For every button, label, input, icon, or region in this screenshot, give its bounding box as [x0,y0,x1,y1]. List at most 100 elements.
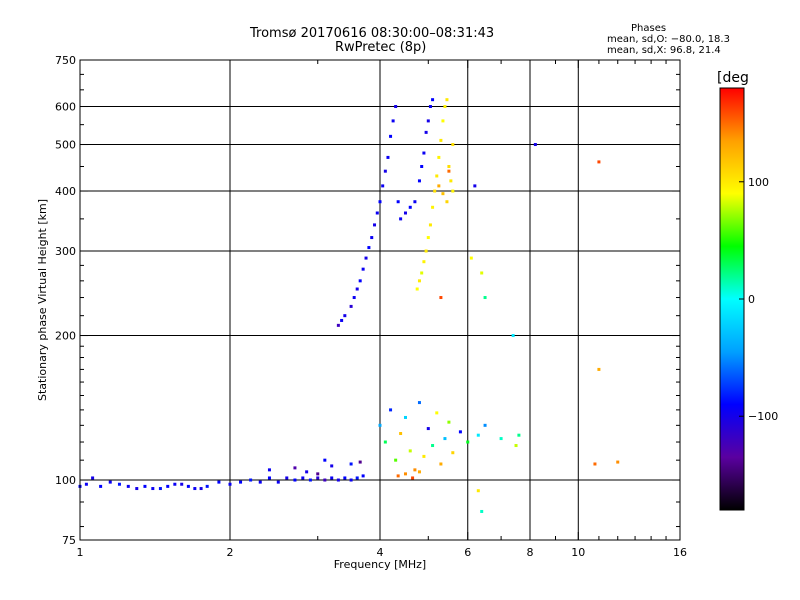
y-axis-label: Stationary phase Virtual Height [km] [36,199,49,401]
data-point [480,509,484,513]
x-tick-label: 4 [377,546,384,559]
chart-subtitle: RwPretec (8p) [335,40,427,55]
data-point [308,478,312,482]
y-tick-label: 400 [55,185,76,198]
data-point [439,462,443,466]
data-point [389,408,393,412]
data-point [417,401,421,405]
data-point [597,160,601,164]
data-point [403,211,407,215]
data-point [84,482,88,486]
colorbar-tick-label: 100 [748,176,769,189]
data-point [426,236,430,240]
data-point [323,478,327,482]
data-point [458,430,462,434]
data-point [533,143,537,147]
data-point [437,155,441,159]
data-point [499,437,503,441]
y-tick-label: 750 [55,54,76,67]
x-tick-label: 16 [673,546,687,559]
data-point [447,169,451,173]
data-point [394,105,398,109]
data-point [466,440,470,444]
y-tick-label: 100 [55,474,76,487]
chart-title: Tromsø 20170616 08:30:00–08:31:43 [250,26,495,41]
data-point [399,217,403,221]
data-point [349,478,353,482]
data-point [143,484,147,488]
data-point [383,169,387,173]
data-point [151,487,155,491]
data-point [340,318,344,322]
data-point [343,314,347,318]
data-point [408,205,412,209]
x-axis-label: Frequency [MHz] [334,558,426,571]
x-tick-label: 10 [571,546,585,559]
data-point [330,476,334,480]
data-point [370,236,374,240]
data-point [135,487,139,491]
data-point [422,151,426,155]
data-point [408,449,412,453]
data-point [417,470,421,474]
data-point [439,138,443,142]
data-point [437,184,441,188]
data-point [375,211,379,215]
data-point [361,474,365,478]
data-point [316,476,320,480]
data-point [205,484,209,488]
data-point [424,130,428,134]
data-point [441,119,445,123]
data-point [435,411,439,415]
data-point [451,189,455,193]
data-point [367,246,371,250]
x-tick-label: 6 [464,546,471,559]
data-point [443,105,447,109]
data-point [336,478,340,482]
colorbar-tick-label: 0 [748,293,755,306]
data-point [441,192,445,196]
data-point [267,476,271,480]
data-point [424,249,428,253]
data-point [417,279,421,283]
data-point [473,184,477,188]
legend-title: Phases [631,23,667,34]
data-point [378,423,382,427]
data-point [117,482,121,486]
data-point [361,267,365,271]
data-point [439,296,443,300]
data-point [451,451,455,455]
data-point [258,480,262,484]
data-point [285,476,289,480]
legend-line-o: mean, sd,O: −80.0, 18.3 [607,34,730,45]
data-point [426,427,430,431]
data-point [99,484,103,488]
data-point [358,460,362,464]
y-tick-label: 200 [55,330,76,343]
data-point [108,480,112,484]
data-point [383,440,387,444]
data-point [394,458,398,462]
x-tick-label: 2 [227,546,234,559]
data-point [180,482,184,486]
data-point [616,460,620,464]
data-point [514,444,518,448]
data-point [126,484,130,488]
data-point [389,134,393,138]
data-point [422,454,426,458]
y-tick-label: 600 [55,101,76,114]
y-tick-label: 75 [62,534,76,547]
data-point [173,482,177,486]
data-point [593,462,597,466]
data-point [483,296,487,300]
y-tick-label: 300 [55,245,76,258]
data-point [239,480,243,484]
data-point [293,478,297,482]
data-point [420,271,424,275]
data-point [443,437,447,441]
data-point [217,480,221,484]
data-point [476,489,480,493]
data-point [267,468,271,472]
data-point [323,458,327,462]
